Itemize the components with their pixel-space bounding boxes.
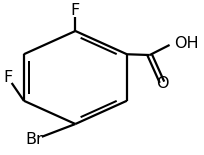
- Text: F: F: [3, 70, 13, 85]
- Text: O: O: [156, 76, 169, 91]
- Text: Br: Br: [26, 132, 44, 147]
- Text: OH: OH: [175, 36, 199, 51]
- Text: F: F: [71, 3, 80, 18]
